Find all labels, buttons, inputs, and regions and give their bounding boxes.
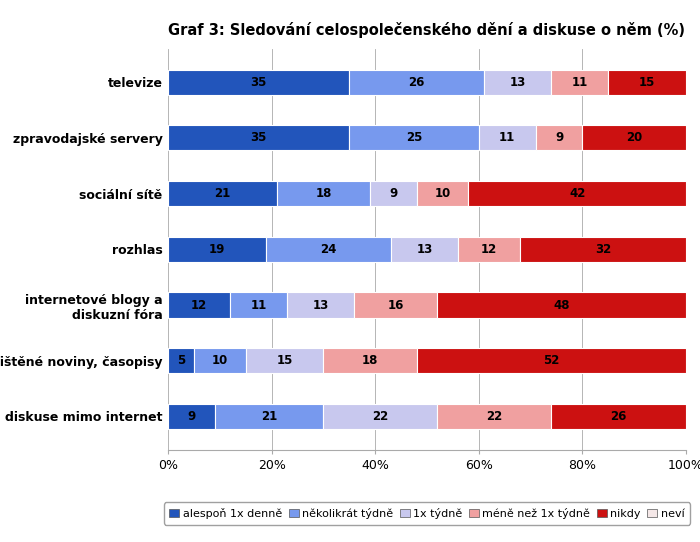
Bar	[391, 237, 458, 262]
Bar	[168, 237, 267, 262]
Text: 15: 15	[276, 354, 293, 367]
Text: 22: 22	[486, 410, 503, 423]
Text: 25: 25	[406, 131, 422, 144]
Bar	[215, 404, 323, 429]
Bar	[194, 348, 246, 373]
Bar	[608, 70, 686, 95]
Text: 15: 15	[639, 76, 655, 89]
Text: 11: 11	[572, 76, 588, 89]
Bar	[536, 125, 582, 151]
Text: 9: 9	[389, 187, 398, 200]
Bar	[484, 70, 552, 95]
Text: 10: 10	[211, 354, 228, 367]
Bar	[168, 293, 230, 318]
Bar	[552, 70, 608, 95]
Bar	[349, 125, 479, 151]
Bar	[246, 348, 323, 373]
Title: Graf 3: Sledování celospolečenského dění a diskuse o něm (%): Graf 3: Sledování celospolečenského dění…	[169, 22, 685, 38]
Text: 21: 21	[214, 187, 230, 200]
Text: 26: 26	[610, 410, 626, 423]
Text: 42: 42	[569, 187, 585, 200]
Text: 35: 35	[251, 76, 267, 89]
Text: 16: 16	[388, 299, 404, 312]
Bar	[230, 293, 287, 318]
Text: 12: 12	[481, 243, 497, 256]
Bar	[552, 404, 686, 429]
Bar	[370, 181, 416, 206]
Bar	[438, 404, 552, 429]
Text: 20: 20	[626, 131, 643, 144]
Bar	[168, 181, 276, 206]
Bar	[438, 293, 686, 318]
Text: 11: 11	[499, 131, 515, 144]
Text: 32: 32	[595, 243, 611, 256]
Bar	[323, 348, 416, 373]
Text: 12: 12	[191, 299, 207, 312]
Text: 48: 48	[554, 299, 570, 312]
Text: 13: 13	[510, 76, 526, 89]
Text: 11: 11	[251, 299, 267, 312]
Text: 9: 9	[187, 410, 195, 423]
Bar	[458, 237, 520, 262]
Bar	[416, 181, 468, 206]
Text: 52: 52	[543, 354, 559, 367]
Text: 10: 10	[435, 187, 451, 200]
Bar	[479, 125, 536, 151]
Bar	[349, 70, 484, 95]
Text: 19: 19	[209, 243, 225, 256]
Text: 22: 22	[372, 410, 389, 423]
Text: 13: 13	[313, 299, 329, 312]
Bar	[520, 237, 686, 262]
Text: 18: 18	[315, 187, 332, 200]
Text: 9: 9	[555, 131, 564, 144]
Bar	[168, 70, 349, 95]
Text: 13: 13	[416, 243, 433, 256]
Bar	[354, 293, 438, 318]
Bar	[276, 181, 370, 206]
Bar	[168, 404, 215, 429]
Bar	[323, 404, 438, 429]
Text: 5: 5	[177, 354, 185, 367]
Bar	[267, 237, 391, 262]
Bar	[287, 293, 354, 318]
Text: 35: 35	[251, 131, 267, 144]
Text: 24: 24	[321, 243, 337, 256]
Bar	[168, 348, 194, 373]
Bar	[416, 348, 686, 373]
Text: 18: 18	[362, 354, 378, 367]
Text: 21: 21	[261, 410, 277, 423]
Bar	[468, 181, 686, 206]
Bar	[582, 125, 686, 151]
Text: 26: 26	[409, 76, 425, 89]
Legend: alespoň 1x denně, několikrát týdně, 1x týdně, méně než 1x týdně, nikdy, neví: alespoň 1x denně, několikrát týdně, 1x t…	[164, 502, 690, 525]
Bar	[168, 125, 349, 151]
